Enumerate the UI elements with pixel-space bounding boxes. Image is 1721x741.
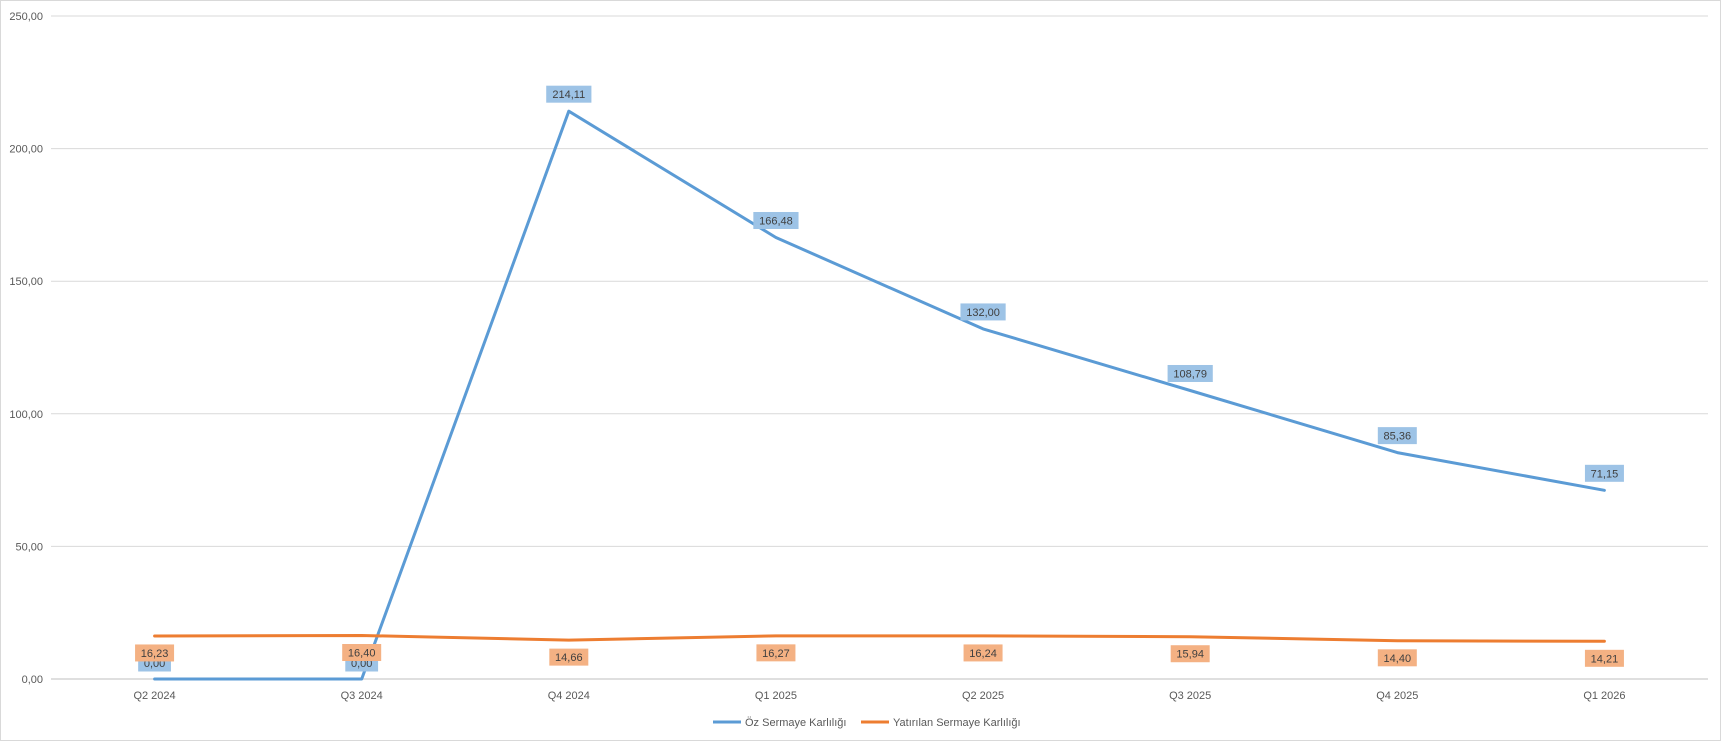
data-label: 85,36: [1384, 431, 1412, 443]
y-tick-label: 150,00: [9, 276, 43, 288]
x-tick-label: Q2 2024: [133, 690, 175, 702]
data-label-bg: [342, 644, 382, 662]
data-label-bg: [1170, 645, 1210, 663]
data-label: 16,40: [348, 648, 376, 660]
y-tick-label: 250,00: [9, 11, 43, 23]
y-tick-label: 100,00: [9, 409, 43, 421]
data-label-bg: [1584, 649, 1624, 667]
data-label-series-1: 85,36: [1377, 427, 1417, 445]
data-labels: 0,00 0,00214,11166,48132,00108,7985,3671,…: [135, 85, 1624, 672]
data-label-series-2: 15,94: [1170, 645, 1210, 663]
legend-item-1: Öz Sermaye Karlılığı: [713, 717, 846, 729]
data-label-series-2: 14,66: [549, 648, 589, 666]
x-tick-label: Q1 2026: [1583, 690, 1625, 702]
data-label: 71,15: [1591, 468, 1619, 480]
data-label: 16,23: [141, 648, 169, 660]
data-label-series-2: 16,24: [963, 644, 1003, 662]
data-label-series-2: 16,40: [342, 644, 382, 662]
data-label: 14,40: [1384, 653, 1412, 665]
data-label: 16,24: [969, 648, 997, 660]
series-line-2: [153, 634, 1606, 643]
data-label-bg: [960, 303, 1006, 321]
x-tick-label: Q2 2025: [962, 690, 1004, 702]
x-tick-label: Q4 2025: [1376, 690, 1418, 702]
data-label: 15,94: [1176, 649, 1204, 661]
data-label-series-2: 14,40: [1377, 649, 1417, 667]
data-label-bg: [753, 211, 799, 229]
x-tick-label: Q1 2025: [755, 690, 797, 702]
data-label: 14,21: [1591, 653, 1619, 665]
legend-label: Yatırılan Sermaye Karlılığı: [893, 717, 1021, 729]
axes: 0,00 50,00 100,00 150,00 200,00 250,00 Q2 2024…: [9, 11, 1625, 702]
data-label: 214,11: [552, 89, 585, 101]
data-label-series-1: 71,15: [1584, 464, 1624, 482]
y-tick-label: 0,00: [22, 674, 43, 686]
data-label: 16,27: [762, 648, 790, 660]
data-label-series-1: 166,48: [753, 211, 799, 229]
data-label-series-2: 14,21: [1584, 649, 1624, 667]
data-label-bg: [546, 85, 592, 103]
legend: Öz Sermaye Karlılığı Yatırılan Sermaye Ka…: [713, 717, 1021, 729]
data-label-series-1: 214,11: [546, 85, 592, 103]
data-label-bg: [1377, 427, 1417, 445]
data-label-bg: [549, 648, 589, 666]
data-label: 166,48: [759, 215, 793, 227]
y-tick-label: 200,00: [9, 144, 43, 156]
data-label-bg: [756, 644, 796, 662]
y-tick-label: 50,00: [15, 541, 43, 553]
data-label: 132,00: [966, 307, 1000, 319]
gridlines: [51, 15, 1708, 680]
x-tick-label: Q3 2024: [341, 690, 383, 702]
legend-item-2: Yatırılan Sermaye Karlılığı: [861, 717, 1021, 729]
data-label-bg: [135, 644, 175, 662]
data-label: 108,79: [1173, 368, 1207, 380]
series-line-1: [153, 109, 1606, 681]
data-label-bg: [1377, 649, 1417, 667]
data-label-bg: [1167, 364, 1213, 382]
data-label-bg: [1584, 464, 1624, 482]
data-label-series-2: 16,27: [756, 644, 796, 662]
data-label-series-2: 16,23: [135, 644, 175, 662]
data-label-series-1: 108,79: [1167, 364, 1213, 382]
data-label: 14,66: [555, 652, 583, 664]
x-tick-label: Q3 2025: [1169, 690, 1211, 702]
legend-label: Öz Sermaye Karlılığı: [745, 717, 846, 729]
series-lines: [153, 109, 1606, 681]
data-label-series-1: 132,00: [960, 303, 1006, 321]
data-label-bg: [963, 644, 1003, 662]
x-tick-label: Q4 2024: [548, 690, 590, 702]
